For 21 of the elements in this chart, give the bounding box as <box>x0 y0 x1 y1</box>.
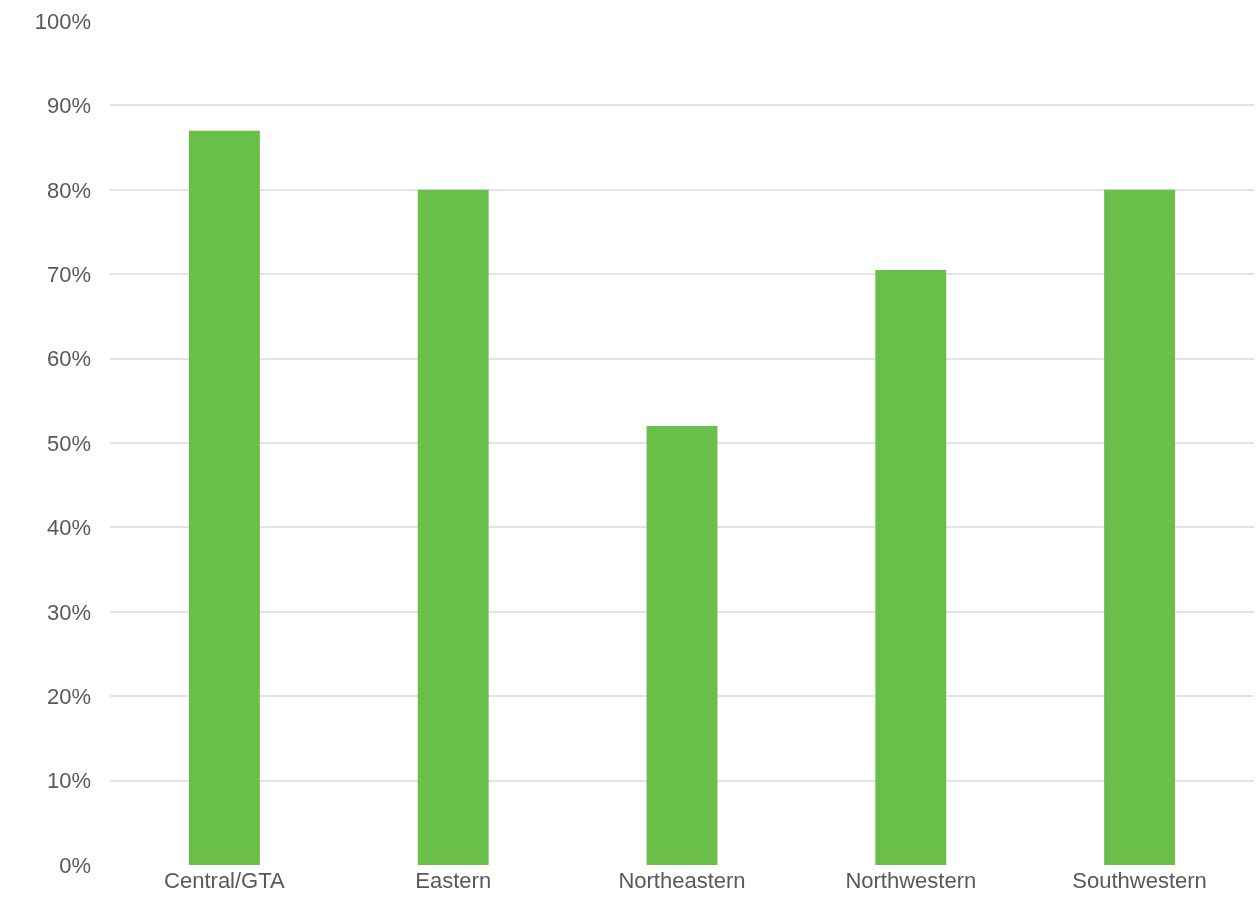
x-tick-label: Northwestern <box>845 868 977 893</box>
y-tick-label: 30% <box>46 599 91 625</box>
y-tick-label: 70% <box>46 261 91 287</box>
y-tick-label: 40% <box>46 515 91 541</box>
y-tick-label: 0% <box>59 852 91 878</box>
y-tick-label: 60% <box>46 346 91 372</box>
y-tick-label: 80% <box>46 177 91 203</box>
x-tick-label: Central/GTA <box>164 868 286 893</box>
y-tick-label: 100% <box>34 8 91 34</box>
x-tick-label: Northeastern <box>618 868 746 893</box>
bar <box>875 269 947 865</box>
y-tick-label: 90% <box>46 93 91 119</box>
y-tick-label: 20% <box>46 683 91 709</box>
bar <box>188 130 260 865</box>
y-tick-label: 50% <box>46 430 91 456</box>
x-tick-label: Eastern <box>415 868 492 893</box>
x-tick-label: Southwestern <box>1072 868 1207 893</box>
y-tick-label: 10% <box>46 768 91 794</box>
bar <box>1104 189 1176 865</box>
bar <box>646 426 718 865</box>
bar <box>417 189 489 865</box>
